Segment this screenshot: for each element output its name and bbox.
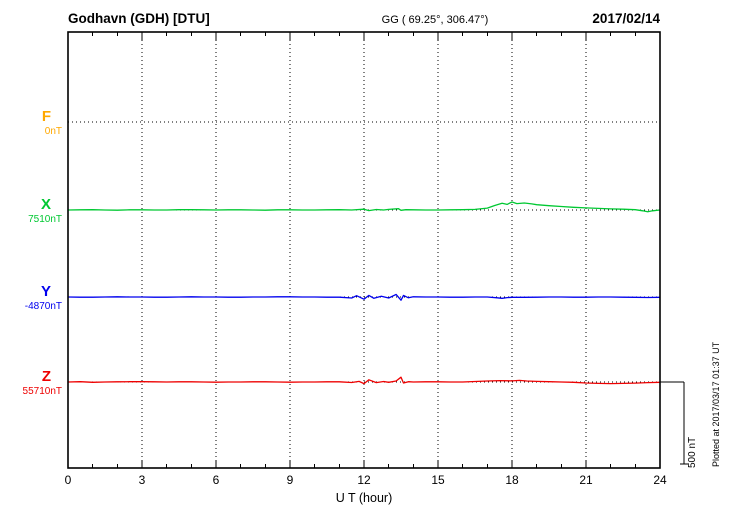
x-tick-label-12: 12: [357, 473, 371, 487]
trace-Y: [67, 293, 661, 301]
component-label-Z: Z 55710nT: [4, 369, 62, 397]
component-baseline-Y: -4870nT: [24, 301, 62, 312]
x-tick-label-24: 24: [653, 473, 667, 487]
component-label-F: F 0nT: [4, 109, 62, 137]
x-tick-label-18: 18: [505, 473, 519, 487]
x-axis-title: U T (hour): [335, 491, 393, 505]
x-tick-label-0: 0: [64, 473, 72, 487]
component-letter-Z: Z: [41, 368, 51, 385]
component-letter-F: F: [41, 108, 51, 125]
component-letter-Y: Y: [40, 283, 51, 300]
plot-canvas: [67, 31, 661, 469]
component-label-Y: Y -4870nT: [4, 284, 62, 312]
plot-area: [67, 31, 661, 469]
geographic-coordinates: GG ( 69.25°, 306.47°): [381, 14, 489, 26]
trace-X: [67, 201, 661, 213]
scale-bar: [660, 381, 688, 465]
plotted-at-note: Plotted at 2017/03/17 01:37 UT: [711, 341, 721, 467]
component-baseline-F: 0nT: [44, 126, 62, 137]
plot-date: 2017/02/14: [592, 11, 660, 26]
x-tick-label-15: 15: [431, 473, 445, 487]
component-baseline-Z: 55710nT: [22, 386, 62, 397]
x-tick-label-21: 21: [579, 473, 593, 487]
x-tick-label-9: 9: [286, 473, 294, 487]
station-title: Godhavn (GDH) [DTU]: [68, 11, 210, 26]
x-tick-label-6: 6: [212, 473, 220, 487]
trace-Z: [67, 376, 661, 385]
component-baseline-X: 7510nT: [28, 214, 62, 225]
component-letter-X: X: [40, 196, 51, 213]
scale-bar-label: 500 nT: [687, 436, 698, 468]
plot-border: [67, 31, 661, 469]
component-label-X: X 7510nT: [4, 197, 62, 225]
x-tick-label-3: 3: [138, 473, 146, 487]
